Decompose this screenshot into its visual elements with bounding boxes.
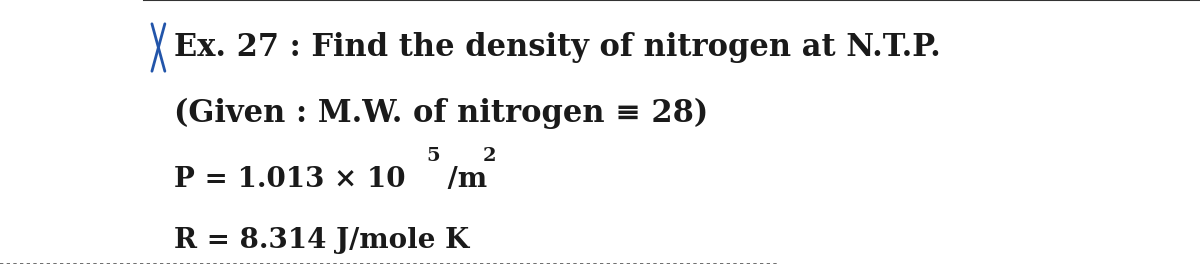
Text: 5: 5 [426, 147, 439, 165]
Text: P = 1.013 × 10: P = 1.013 × 10 [174, 166, 406, 193]
Text: R = 8.314 J/mole K: R = 8.314 J/mole K [174, 227, 469, 254]
Text: (Given : M.W. of nitrogen ≡ 28): (Given : M.W. of nitrogen ≡ 28) [174, 98, 708, 129]
Text: Ex. 27 : Find the density of nitrogen at N.T.P.: Ex. 27 : Find the density of nitrogen at… [174, 32, 941, 63]
Text: /m: /m [438, 166, 487, 193]
Text: 2: 2 [482, 147, 496, 165]
